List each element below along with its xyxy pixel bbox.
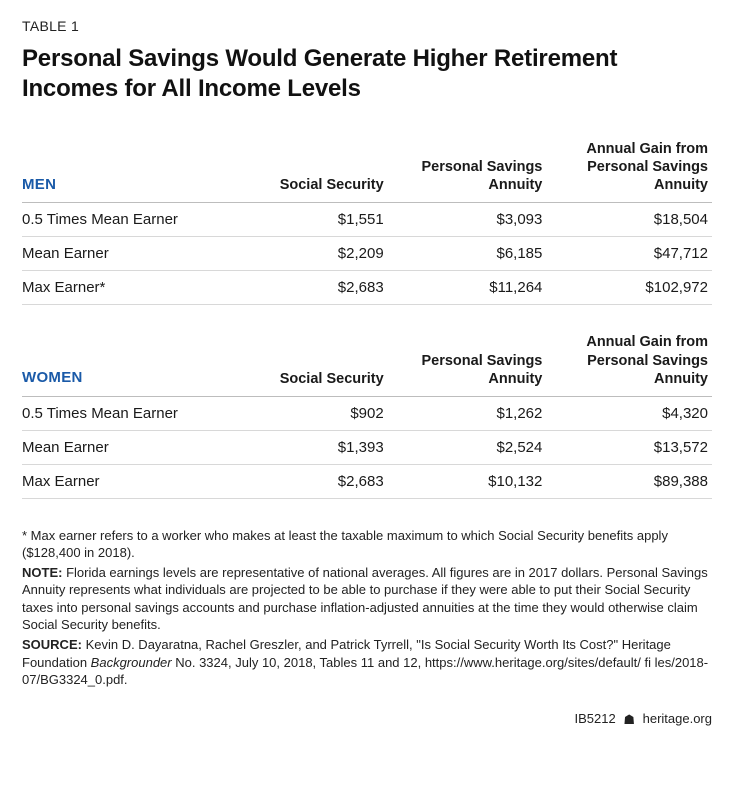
column-header: Social Security	[243, 333, 388, 396]
table-row: Max Earner*$2,683$11,264$102,972	[22, 271, 712, 305]
note-line: NOTE: Florida earnings levels are repres…	[22, 564, 712, 634]
cell-value: $2,209	[243, 237, 388, 271]
column-header: Personal Savings Annuity	[388, 140, 547, 203]
notes-block: * Max earner refers to a worker who make…	[22, 527, 712, 689]
page-title: Personal Savings Would Generate Higher R…	[22, 44, 712, 104]
column-header: Annual Gain from Personal Savings Annuit…	[546, 333, 712, 396]
cell-value: $2,683	[243, 271, 388, 305]
footer-id: IB5212	[575, 711, 616, 726]
table-row: Mean Earner$1,393$2,524$13,572	[22, 430, 712, 464]
table-row: Mean Earner$2,209$6,185$47,712	[22, 237, 712, 271]
note-text: Florida earnings levels are representati…	[22, 565, 708, 633]
row-label: Max Earner	[22, 464, 243, 498]
column-header: Annual Gain from Personal Savings Annuit…	[546, 140, 712, 203]
row-label: Mean Earner	[22, 237, 243, 271]
cell-value: $902	[243, 396, 388, 430]
cell-value: $10,132	[388, 464, 547, 498]
note-label: NOTE:	[22, 565, 62, 580]
row-label: 0.5 Times Mean Earner	[22, 203, 243, 237]
cell-value: $1,393	[243, 430, 388, 464]
row-label: Max Earner*	[22, 271, 243, 305]
source-line: SOURCE: Kevin D. Dayaratna, Rachel Gresz…	[22, 636, 712, 689]
table-row: 0.5 Times Mean Earner$1,551$3,093$18,504	[22, 203, 712, 237]
column-header: Social Security	[243, 140, 388, 203]
table-row: 0.5 Times Mean Earner$902$1,262$4,320	[22, 396, 712, 430]
footer-site: heritage.org	[643, 711, 712, 726]
footer: IB5212 ☗ heritage.org	[22, 711, 712, 727]
table-label: TABLE 1	[22, 18, 712, 34]
cell-value: $2,524	[388, 430, 547, 464]
cell-value: $1,262	[388, 396, 547, 430]
cell-value: $18,504	[546, 203, 712, 237]
source-italic: Backgrounder	[91, 655, 172, 670]
cell-value: $3,093	[388, 203, 547, 237]
footnote-star: * Max earner refers to a worker who make…	[22, 527, 712, 562]
row-label: Mean Earner	[22, 430, 243, 464]
data-table: MENSocial SecurityPersonal Savings Annui…	[22, 140, 712, 305]
cell-value: $102,972	[546, 271, 712, 305]
cell-value: $6,185	[388, 237, 547, 271]
source-label: SOURCE:	[22, 637, 82, 652]
heritage-icon: ☗	[623, 712, 635, 728]
cell-value: $47,712	[546, 237, 712, 271]
cell-value: $13,572	[546, 430, 712, 464]
table-row: Max Earner$2,683$10,132$89,388	[22, 464, 712, 498]
data-table: WOMENSocial SecurityPersonal Savings Ann…	[22, 333, 712, 498]
group-label: WOMEN	[22, 333, 243, 396]
cell-value: $89,388	[546, 464, 712, 498]
cell-value: $1,551	[243, 203, 388, 237]
tables-container: MENSocial SecurityPersonal Savings Annui…	[22, 140, 712, 499]
cell-value: $11,264	[388, 271, 547, 305]
column-header: Personal Savings Annuity	[388, 333, 547, 396]
cell-value: $2,683	[243, 464, 388, 498]
row-label: 0.5 Times Mean Earner	[22, 396, 243, 430]
cell-value: $4,320	[546, 396, 712, 430]
group-label: MEN	[22, 140, 243, 203]
